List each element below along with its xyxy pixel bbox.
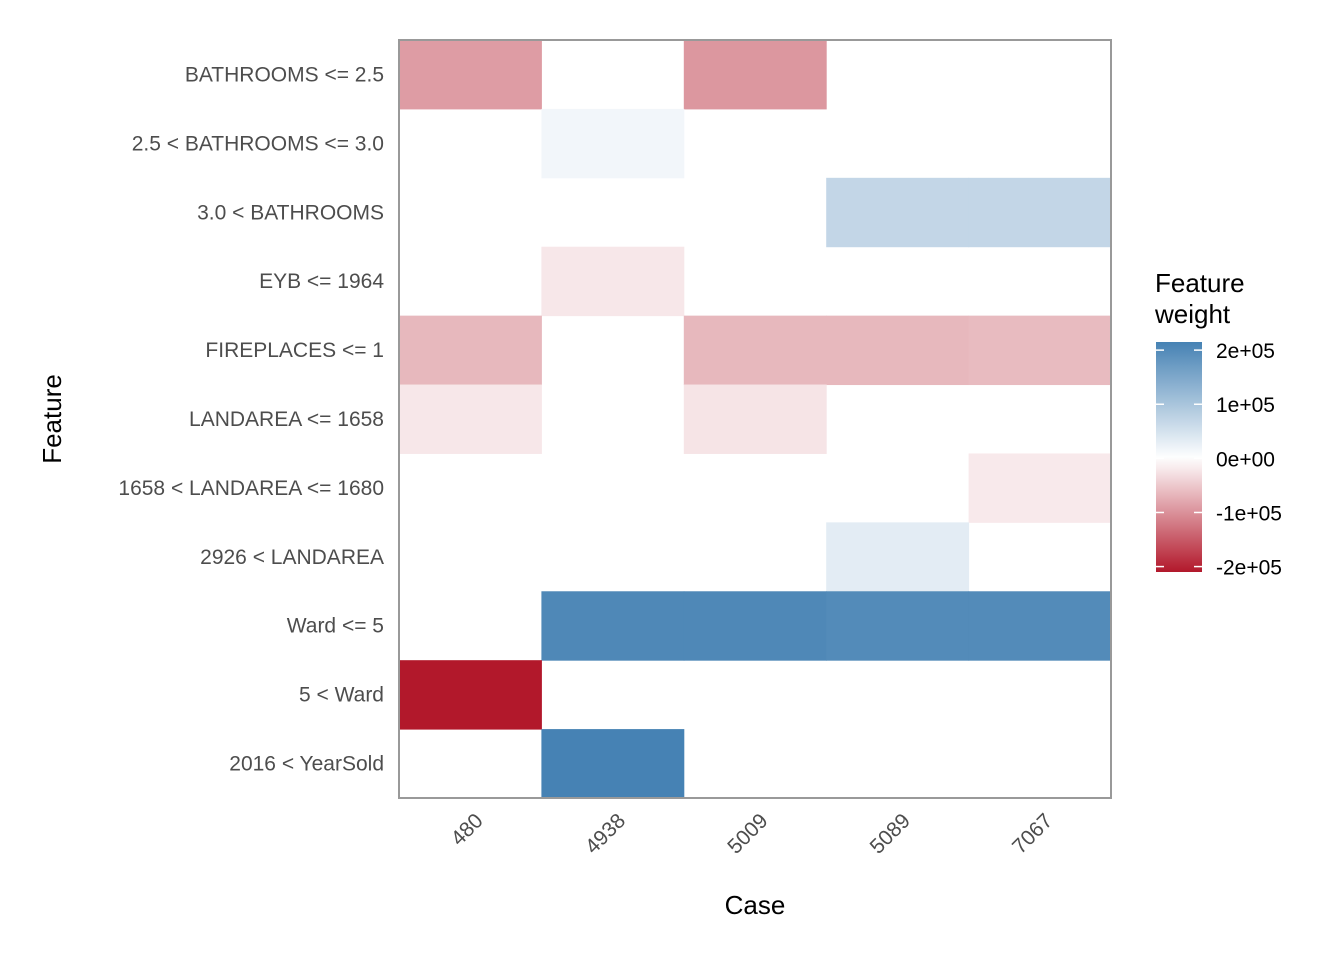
y-tick-label: 2926 < LANDAREA xyxy=(200,546,384,569)
x-tick-label: 4938 xyxy=(581,809,630,858)
heatmap-cell-5089-ward-5 xyxy=(826,591,970,661)
y-tick-label: LANDAREA <= 1658 xyxy=(189,408,384,431)
heatmap-cell-5009-bathrooms-2-5 xyxy=(683,40,827,110)
legend: Feature weight 2e+05 1e+05 0e+00 -1e+05 -2e+… xyxy=(1154,268,1282,580)
heatmap-cell-5009-landarea-1658 xyxy=(683,384,827,454)
heatmap-cell-480-landarea-1658 xyxy=(399,384,542,454)
heatmap-cell-480-bathrooms-2-5 xyxy=(399,40,542,110)
heatmap-cell-4938-2-5-bathrooms-3-0 xyxy=(541,108,685,179)
heatmap-cell-7067-ward-5 xyxy=(968,591,1112,661)
y-tick-label: 3.0 < BATHROOMS xyxy=(197,201,384,224)
heatmap-cell-480-fireplaces-1 xyxy=(399,315,542,386)
x-axis-ticks: 480 4938 5009 5089 7067 xyxy=(447,809,1058,858)
heatmap-cell-4938-ward-5 xyxy=(541,591,685,661)
y-tick-label: 1658 < LANDAREA <= 1680 xyxy=(118,477,384,500)
y-tick-label: FIREPLACES <= 1 xyxy=(205,339,384,362)
legend-title-line-2: weight xyxy=(1154,299,1231,329)
y-tick-label: BATHROOMS <= 2.5 xyxy=(185,63,384,86)
legend-tick-label: 1e+05 xyxy=(1216,394,1275,417)
legend-color-bar xyxy=(1156,342,1202,572)
x-tick-label: 5009 xyxy=(723,809,772,858)
legend-tick-label: 2e+05 xyxy=(1216,340,1275,363)
x-tick-label: 7067 xyxy=(1008,809,1057,858)
x-axis-title: Case xyxy=(725,890,786,920)
heatmap-cell-7067-1658-landarea-1680 xyxy=(968,453,1112,523)
y-axis-ticks: BATHROOMS <= 2.5 2.5 < BATHROOMS <= 3.0 3.… xyxy=(118,63,384,775)
y-tick-label: Ward <= 5 xyxy=(287,615,384,638)
heatmap-cell-480-5-ward xyxy=(399,660,542,730)
heatmap-cells xyxy=(399,40,1112,799)
heatmap-cell-7067-3-0-bathrooms xyxy=(968,177,1112,248)
y-axis-title: Feature xyxy=(37,374,67,464)
legend-tick-label: -2e+05 xyxy=(1216,557,1282,580)
x-tick-label: 480 xyxy=(447,809,488,850)
legend-title-line-1: Feature xyxy=(1155,268,1245,298)
legend-ticks: 2e+05 1e+05 0e+00 -1e+05 -2e+05 xyxy=(1156,340,1282,580)
x-tick-label: 5089 xyxy=(866,809,915,858)
y-tick-label: 5 < Ward xyxy=(299,684,384,707)
y-tick-label: 2.5 < BATHROOMS <= 3.0 xyxy=(132,132,384,155)
heatmap-cell-4938-eyb-1964 xyxy=(541,246,685,317)
heatmap-cell-4938-2016-yearsold xyxy=(541,729,685,799)
y-tick-label: EYB <= 1964 xyxy=(259,270,384,293)
heatmap-cell-5089-fireplaces-1 xyxy=(826,315,970,386)
heatmap-cell-5089-3-0-bathrooms xyxy=(826,177,970,248)
heatmap-cell-5009-fireplaces-1 xyxy=(683,315,827,386)
y-tick-label: 2016 < YearSold xyxy=(229,753,384,776)
legend-tick-label: 0e+00 xyxy=(1216,448,1275,471)
panel-border xyxy=(398,39,1112,799)
heatmap-cell-5009-ward-5 xyxy=(683,591,827,661)
legend-tick-label: -1e+05 xyxy=(1216,502,1282,525)
heatmap-cell-5089-2926-landarea xyxy=(826,522,970,592)
heatmap-cell-7067-fireplaces-1 xyxy=(968,315,1112,386)
